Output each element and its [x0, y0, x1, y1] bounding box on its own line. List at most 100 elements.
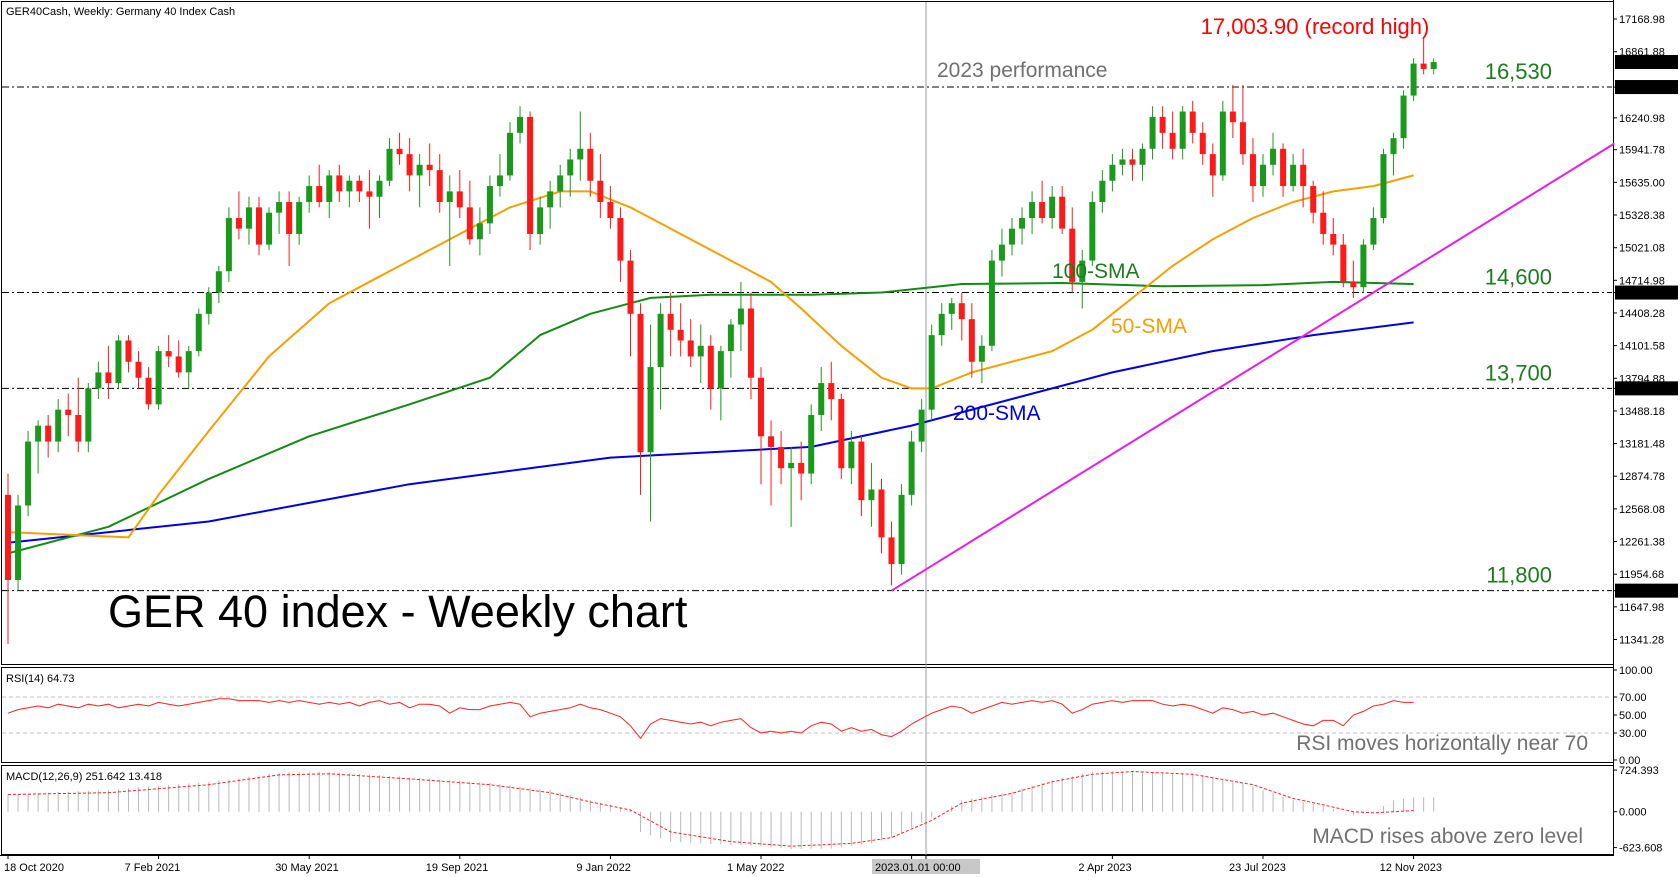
candle-body — [1099, 180, 1106, 203]
time-tick-label: 2023.01.01 00:00 — [875, 862, 961, 874]
candle — [446, 175, 453, 266]
candle — [476, 207, 483, 256]
candle — [747, 292, 754, 400]
candle — [617, 207, 624, 282]
candle — [727, 319, 734, 378]
candle — [898, 484, 905, 575]
candle-body — [406, 154, 413, 176]
candle-body — [115, 340, 122, 384]
candle — [527, 111, 534, 250]
sma200-line — [7, 321, 1414, 544]
candle — [1370, 207, 1377, 250]
price-panel — [1, 1, 1614, 665]
candle — [1069, 207, 1076, 293]
candle — [1009, 218, 1015, 256]
candle — [396, 132, 403, 165]
candle — [818, 367, 825, 431]
candle — [1420, 36, 1427, 75]
price-level-box — [1615, 583, 1678, 598]
candle — [456, 170, 463, 219]
candle-body — [1029, 202, 1036, 219]
candle-body — [426, 164, 433, 171]
candle — [35, 420, 42, 474]
candle-body — [677, 329, 684, 341]
candle — [1229, 84, 1236, 139]
candle — [577, 111, 584, 181]
candle — [1049, 186, 1056, 229]
candle — [607, 186, 614, 229]
candle-body — [125, 340, 132, 362]
candle-body — [1019, 218, 1026, 229]
candle — [276, 191, 283, 234]
candle — [366, 170, 373, 229]
candle-body — [507, 132, 513, 176]
candle — [838, 393, 845, 479]
candle — [1280, 143, 1287, 197]
candle — [376, 175, 383, 219]
price-level-box — [1615, 80, 1678, 95]
time-tick-label: 30 May 2021 — [275, 862, 339, 874]
candle — [115, 335, 122, 389]
candle — [637, 303, 644, 495]
rsi-tick-label: 100.00 — [1619, 665, 1653, 677]
candle — [1169, 111, 1176, 160]
candle-body — [215, 271, 222, 293]
candle-body — [15, 505, 22, 581]
price-tick-label: 11341.28 — [1619, 635, 1664, 647]
candle-body — [55, 409, 62, 442]
candle — [406, 138, 413, 192]
candle-body — [1280, 148, 1287, 187]
candle — [697, 324, 704, 384]
price-tick-label: 14600.00 — [1619, 288, 1665, 300]
candle — [1219, 100, 1226, 181]
candle — [888, 521, 895, 586]
candle-body — [988, 260, 995, 346]
candle-body — [1039, 202, 1046, 219]
candle-body — [1330, 233, 1337, 245]
candle — [848, 430, 855, 485]
candle — [687, 319, 694, 368]
candle-body — [998, 244, 1005, 261]
level-label: 16,530 — [1485, 59, 1552, 84]
candle — [1159, 106, 1166, 149]
candle-body — [1370, 218, 1377, 245]
candle — [788, 446, 795, 527]
performance-label: 2023 performance — [937, 59, 1107, 82]
price-tick-label: 13488.18 — [1619, 406, 1665, 418]
candle-body — [888, 537, 895, 565]
candle-body — [45, 425, 52, 442]
rsi-annotation: RSI moves horizontally near 70 — [1296, 732, 1588, 755]
candle — [1390, 132, 1397, 176]
price-tick-label: 15328.38 — [1619, 210, 1665, 222]
candle — [1340, 233, 1347, 288]
rsi-layer: 100.00 70.00 50.00 30.00 0.00 — [2, 665, 1653, 767]
candle-body — [597, 180, 604, 203]
candle-body — [1430, 62, 1437, 69]
candle-body — [958, 303, 965, 320]
price-tick-label: 14714.98 — [1619, 275, 1665, 287]
candle — [45, 414, 52, 458]
macd-label: MACD(12,26,9) 251.642 13.418 — [6, 771, 162, 783]
candle-body — [537, 207, 544, 234]
candle — [768, 420, 775, 506]
candle-body — [436, 170, 443, 203]
candle — [677, 303, 684, 357]
candle — [225, 207, 232, 282]
candle — [426, 143, 433, 187]
candle — [75, 377, 82, 453]
candle — [436, 154, 443, 213]
candle-body — [396, 148, 403, 155]
candle-body — [1360, 244, 1367, 288]
candle-body — [727, 324, 734, 352]
candle — [466, 180, 473, 245]
candle-body — [717, 351, 724, 389]
candle — [918, 399, 925, 453]
chart-title: GER 40 index - Weekly chart — [108, 586, 688, 637]
candle-body — [1400, 95, 1407, 139]
price-tick-label: 13700.00 — [1619, 383, 1665, 395]
candle-body — [85, 388, 92, 442]
candle-body — [1249, 154, 1256, 187]
candle-body — [1149, 116, 1156, 149]
candle — [858, 436, 865, 517]
candle — [1380, 148, 1387, 224]
